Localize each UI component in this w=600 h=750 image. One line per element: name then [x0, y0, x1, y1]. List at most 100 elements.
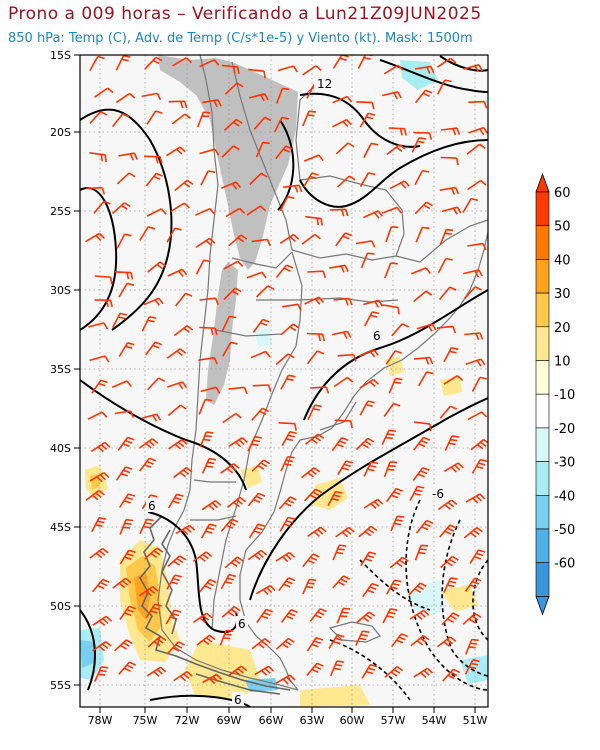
wind-barb [309, 608, 327, 622]
wind-barb [174, 179, 194, 192]
wind-barb [146, 666, 167, 677]
wind-barb [386, 487, 403, 503]
wind-barb [248, 68, 266, 79]
wind-barb [359, 172, 376, 188]
wind-barb [301, 467, 321, 479]
wind-barb [166, 574, 182, 590]
wind-barb [414, 201, 433, 215]
wind-barb [438, 286, 457, 301]
wind-barb [220, 181, 242, 190]
wind-barb [173, 466, 193, 479]
wind-barb [145, 603, 162, 619]
wind-barb [414, 169, 430, 186]
wind-barb [361, 663, 378, 679]
wind-barb [439, 405, 458, 419]
wind-barb [381, 206, 402, 214]
lon-label: 75W [133, 714, 158, 727]
wind-barb [414, 89, 433, 104]
wind-barb [464, 659, 480, 675]
wind-barb [409, 609, 430, 620]
wind-barb [462, 612, 482, 625]
wind-barb [89, 472, 110, 483]
lon-label: 60W [340, 714, 365, 727]
wind-barb [358, 348, 379, 358]
lon-label: 66W [259, 714, 284, 727]
wind-barb [331, 437, 349, 452]
wind-barb [168, 439, 188, 450]
wind-barb [436, 325, 457, 334]
wind-barb [115, 92, 136, 104]
wind-barb [252, 318, 270, 333]
wind-barb [200, 386, 221, 394]
wind-barb [280, 455, 295, 472]
wind-barb [228, 437, 248, 448]
wind-barb [91, 578, 110, 593]
wind-barb [443, 577, 458, 593]
wind-barb [468, 100, 488, 109]
wind-barb [89, 547, 109, 559]
lat-label: 30S [50, 284, 71, 297]
colorbar-label: -60 [554, 557, 575, 572]
wind-barb [167, 381, 188, 390]
wind-barb [437, 636, 457, 648]
wind-barb [147, 261, 167, 273]
wind-barb [141, 316, 157, 332]
wind-barb [415, 226, 430, 243]
wind-barb [307, 270, 327, 279]
wind-barb [114, 271, 134, 280]
wind-barb [436, 79, 452, 95]
lon-label: 57W [381, 714, 406, 727]
wind-barb [467, 242, 487, 251]
wind-barb [118, 661, 137, 675]
wind-barb [327, 490, 343, 507]
colorbar-segment [535, 427, 550, 462]
wind-barb [171, 113, 191, 125]
wind-barb [222, 412, 242, 424]
wind-barb [279, 233, 300, 244]
wind-barb [389, 556, 409, 569]
wind-barb [192, 551, 213, 563]
wind-barb [246, 271, 267, 279]
wind-barb [145, 172, 164, 187]
wind-barb [138, 438, 159, 449]
wind-barb [117, 436, 135, 451]
map-subtitle: 850 hPa: Temp (C), Adv. de Temp (C/s*1e-… [8, 31, 473, 46]
coastlines-borders [157, 55, 488, 691]
wind-barb [388, 377, 403, 394]
wind-barb [223, 260, 244, 270]
wind-barb [306, 662, 324, 677]
wind-barb [166, 641, 185, 655]
wind-barb [360, 551, 377, 567]
wind-barb [89, 55, 105, 71]
colorbar-segment [535, 292, 550, 328]
wind-barb [329, 660, 344, 677]
wind-barb [167, 268, 188, 278]
wind-barb [247, 435, 262, 452]
wind-barb [381, 429, 397, 445]
contour-label-12: 12 [317, 77, 332, 91]
contour-labels: 12 6 6 6 6 -6 [146, 76, 455, 707]
wind-barb [439, 524, 457, 538]
wind-barb [139, 226, 156, 241]
wind-barb [280, 374, 296, 390]
lat-label: 15S [50, 49, 71, 62]
wind-barb [362, 582, 379, 598]
wind-barb [335, 232, 353, 247]
wind-barb [278, 422, 297, 431]
wind-barb [329, 208, 349, 217]
wind-barb [256, 608, 273, 623]
colorbar-label: -30 [554, 456, 575, 471]
colorbar-label: 20 [554, 321, 571, 336]
contour-label-neg6: -6 [432, 487, 444, 501]
wind-barb [173, 670, 193, 682]
wind-barb [382, 608, 398, 624]
wind-barb [279, 516, 296, 532]
wind-barb [144, 56, 163, 70]
wind-barb [333, 297, 353, 306]
wind-barb [356, 101, 375, 110]
wind-barb [306, 332, 326, 342]
wind-barb [282, 303, 302, 312]
wind-barb [303, 154, 324, 162]
wind-barb [281, 431, 297, 447]
wind-barb [226, 496, 247, 509]
